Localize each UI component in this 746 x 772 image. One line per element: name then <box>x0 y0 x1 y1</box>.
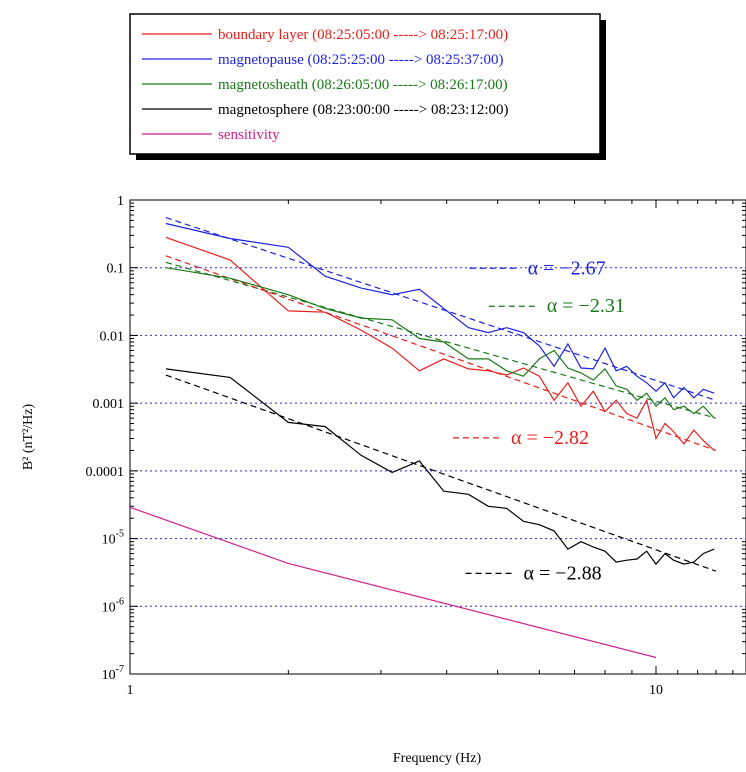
fit-line <box>165 217 717 401</box>
legend-label: magnetopause (08:25:25:00 -----> 08:25:3… <box>218 52 503 68</box>
grid <box>130 267 746 607</box>
legend-label: magnetosphere (08:23:00:00 -----> 08:23:… <box>218 102 508 118</box>
y-tick-label: 0.0001 <box>86 465 125 480</box>
alpha-label: α = −2.31 <box>547 295 625 317</box>
legend: boundary layer (08:25:05:00 -----> 08:25… <box>142 27 508 143</box>
series-line <box>165 236 715 451</box>
sensitivity-layer <box>129 506 657 659</box>
series-line <box>129 506 657 659</box>
fit-line <box>165 255 717 452</box>
series-lines <box>165 222 715 566</box>
series-line <box>165 222 715 399</box>
alpha-label: α = −2.82 <box>511 427 589 449</box>
series-line <box>165 267 715 419</box>
fit-lines: α = −2.67 α = −2.31 α = −2.82 α = −2.88 <box>165 217 717 584</box>
x-axis-label: Frequency (Hz) <box>393 751 482 766</box>
y-axis-label: B² (nT²/Hz) <box>21 404 36 471</box>
alpha-label: α = −2.67 <box>528 257 606 279</box>
alpha-label: α = −2.88 <box>524 562 602 584</box>
legend-label: sensitivity <box>218 127 280 143</box>
x-tick-label: 10 <box>649 683 663 698</box>
x-tick-label: 1 <box>127 683 134 698</box>
fit-line <box>165 374 717 572</box>
y-tick-label: 10-6 <box>102 596 124 615</box>
y-tick-label: 0.001 <box>93 397 125 412</box>
y-tick-label: 0.1 <box>107 262 125 277</box>
legend-label: magnetosheath (08:26:05:00 -----> 08:26:… <box>218 77 508 93</box>
y-tick-label: 1 <box>117 194 124 209</box>
y-tick-label: 10-7 <box>102 664 124 683</box>
legend-label: boundary layer (08:25:05:00 -----> 08:25… <box>218 27 508 43</box>
plot-frame <box>129 199 746 675</box>
series-line <box>165 368 715 566</box>
y-tick-label: 0.01 <box>100 329 125 344</box>
fit-line <box>165 261 717 419</box>
y-tick-label: 10-5 <box>102 529 124 548</box>
